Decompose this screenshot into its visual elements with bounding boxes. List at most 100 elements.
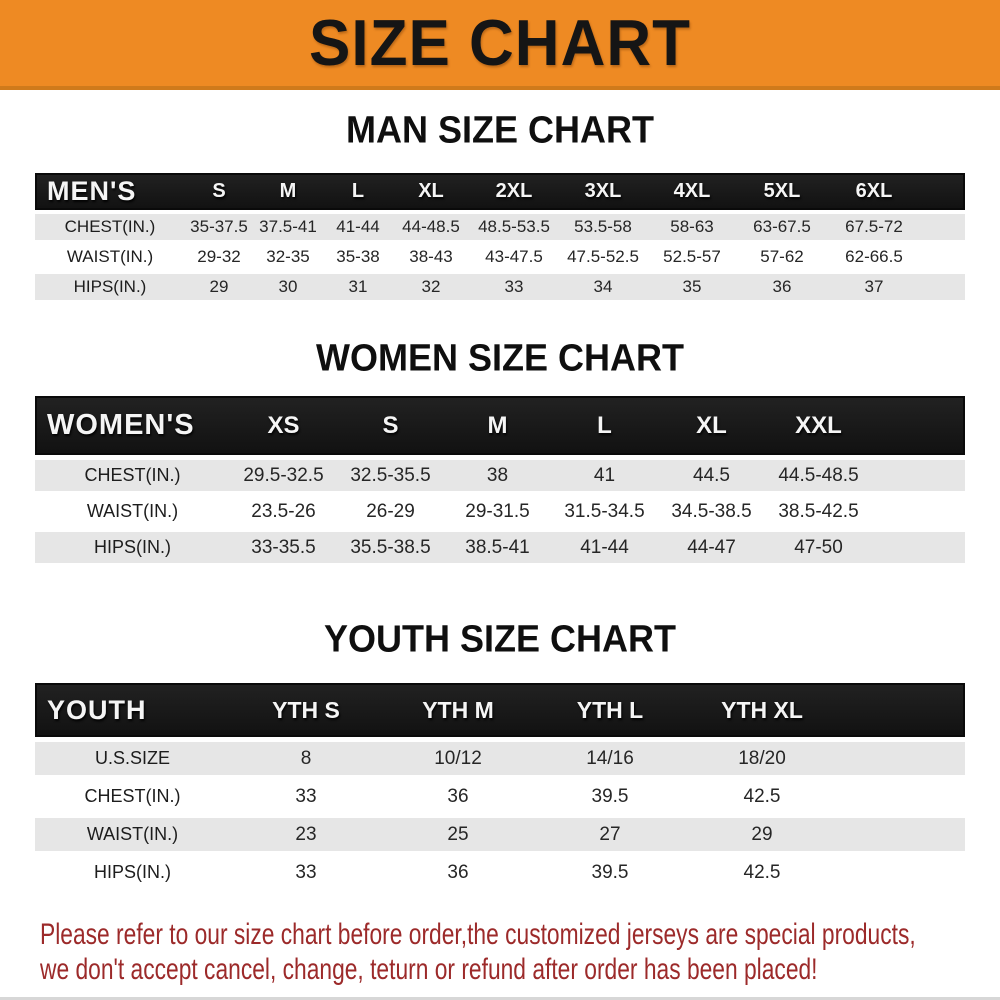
table-row: WAIST(IN.) 23 25 27 29: [35, 818, 965, 851]
row-label: HIPS(IN.): [93, 862, 171, 882]
value-cell: 26-29: [366, 500, 415, 522]
table-row: CHEST(IN.) 29.5-32.5 32.5-35.5 38 41 44.5 44.5…: [35, 460, 965, 491]
value-cell: 29.5-32.5: [243, 464, 324, 486]
men-section-heading: MAN SIZE CHART: [346, 107, 654, 151]
column-header: XL: [418, 180, 444, 202]
table-corner-label: YOUTH: [47, 694, 147, 725]
section-women: WOMEN SIZE CHART WOMEN'S XS S M L XL XXL CHEST(…: [0, 335, 1000, 563]
value-cell: 33: [295, 785, 317, 807]
row-spacer: [838, 780, 965, 813]
value-cell: 47.5-52.5: [567, 247, 639, 266]
value-cell: 32.5-35.5: [350, 464, 431, 486]
page-title: SIZE CHART: [309, 6, 691, 80]
table-corner-label: WOMEN'S: [47, 409, 195, 441]
table-row: CHEST(IN.) 33 36 39.5 42.5: [35, 780, 965, 813]
value-cell: 35.5-38.5: [350, 536, 431, 558]
value-cell: 30: [278, 277, 298, 296]
value-cell: 36: [447, 861, 469, 883]
header-spacer: [838, 683, 965, 737]
value-cell: 58-63: [670, 217, 714, 236]
value-cell: 44-47: [687, 536, 736, 558]
value-cell: 62-66.5: [845, 247, 903, 266]
women-size-table: WOMEN'S XS S M L XL XXL CHEST(IN.) 29.5-32.5 32.5…: [35, 396, 965, 563]
value-cell: 37.5-41: [259, 217, 317, 236]
column-header: XL: [696, 411, 727, 439]
value-cell: 14/16: [586, 747, 634, 769]
value-cell: 42.5: [743, 785, 781, 807]
table-row: WAIST(IN.) 29-32 32-35 35-38 38-43 43-47.5 47.…: [35, 244, 965, 270]
disclaimer-line-1: Please refer to our size chart before or…: [40, 918, 916, 951]
table-row: HIPS(IN.) 33 36 39.5 42.5: [35, 856, 965, 889]
value-cell: 38-43: [409, 247, 453, 266]
value-cell: 41-44: [580, 536, 629, 558]
value-cell: 18/20: [738, 747, 786, 769]
row-label: HIPS(IN.): [93, 537, 171, 557]
column-header: YTH XL: [721, 696, 803, 723]
row-spacer: [872, 532, 965, 563]
value-cell: 52.5-57: [663, 247, 721, 266]
value-cell: 23: [295, 823, 317, 845]
value-cell: 47-50: [794, 536, 843, 558]
column-header: L: [351, 180, 365, 202]
row-label: CHEST(IN.): [84, 465, 181, 485]
value-cell: 34.5-38.5: [671, 500, 752, 522]
column-header: S: [212, 180, 226, 202]
row-label: CHEST(IN.): [64, 217, 156, 236]
table-header-row: WOMEN'S XS S M L XL XXL: [35, 396, 965, 455]
column-header: 5XL: [763, 180, 801, 202]
value-cell: 38.5-41: [465, 536, 530, 558]
women-section-heading: WOMEN SIZE CHART: [316, 335, 684, 379]
value-cell: 48.5-53.5: [478, 217, 550, 236]
table-row: WAIST(IN.) 23.5-26 26-29 29-31.5 31.5-34.5 34…: [35, 496, 965, 527]
value-cell: 38: [486, 464, 509, 486]
value-cell: 36: [772, 277, 792, 296]
row-spacer: [921, 274, 965, 300]
bottom-edge-strip: [0, 997, 1000, 1000]
column-header: XS: [267, 411, 300, 439]
row-spacer: [838, 818, 965, 851]
table-row: CHEST(IN.) 35-37.5 37.5-41 41-44 44-48.5 48.5…: [35, 214, 965, 240]
column-header: YTH L: [576, 696, 644, 723]
value-cell: 53.5-58: [574, 217, 632, 236]
value-cell: 29: [209, 277, 229, 296]
value-cell: 38.5-42.5: [778, 500, 859, 522]
header-spacer: [921, 173, 965, 210]
table-row: U.S.SIZE 8 10/12 14/16 18/20: [35, 742, 965, 775]
row-spacer: [872, 460, 965, 491]
value-cell: 37: [864, 277, 884, 296]
column-header: YTH S: [272, 696, 340, 723]
row-label: U.S.SIZE: [94, 748, 170, 768]
value-cell: 23.5-26: [251, 500, 316, 522]
value-cell: 39.5: [591, 861, 629, 883]
men-size-table: MEN'S S M L XL 2XL 3XL 4XL 5XL 6XL CHEST(IN.) 35-37…: [35, 173, 965, 300]
row-label: WAIST(IN.): [86, 824, 179, 844]
value-cell: 35-37.5: [190, 217, 248, 236]
value-cell: 44-48.5: [402, 217, 460, 236]
value-cell: 36: [447, 785, 469, 807]
value-cell: 34: [593, 277, 613, 296]
row-label: CHEST(IN.): [84, 786, 181, 806]
row-spacer: [921, 214, 965, 240]
value-cell: 42.5: [743, 861, 781, 883]
row-label: WAIST(IN.): [86, 501, 179, 521]
column-header: 6XL: [855, 180, 893, 202]
column-header: 2XL: [495, 180, 533, 202]
section-men: MAN SIZE CHART MEN'S S M L XL 2XL 3XL 4XL 5XL 6XL…: [0, 107, 1000, 300]
youth-section-heading: YOUTH SIZE CHART: [323, 616, 676, 660]
value-cell: 39.5: [591, 785, 629, 807]
value-cell: 33: [295, 861, 317, 883]
value-cell: 35: [682, 277, 702, 296]
table-row: HIPS(IN.) 33-35.5 35.5-38.5 38.5-41 41-44 44-…: [35, 532, 965, 563]
row-spacer: [921, 244, 965, 270]
disclaimer-line-2: we don't accept cancel, change, teturn o…: [40, 953, 818, 986]
title-banner: SIZE CHART: [0, 0, 1000, 90]
table-row: HIPS(IN.) 29 30 31 32 33 34 35 36 37: [35, 274, 965, 300]
value-cell: 29-31.5: [465, 500, 530, 522]
column-header: XXL: [795, 411, 842, 439]
value-cell: 29-32: [197, 247, 241, 266]
value-cell: 41: [593, 464, 616, 486]
value-cell: 44.5-48.5: [778, 464, 859, 486]
row-spacer: [838, 856, 965, 889]
column-header: L: [597, 411, 612, 439]
row-spacer: [838, 742, 965, 775]
